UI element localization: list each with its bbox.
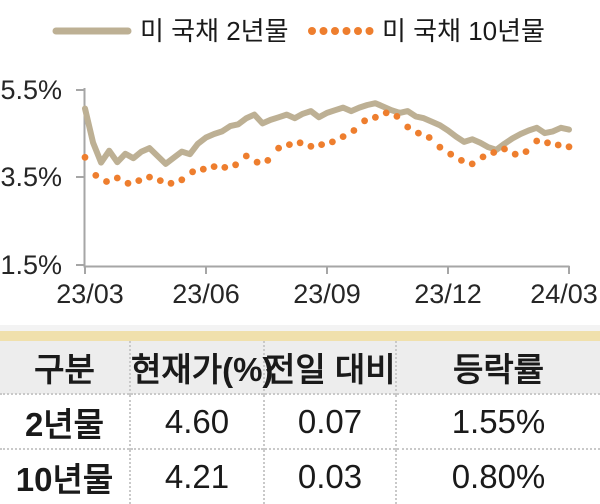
chart-axes: 5.5% 3.5% 1.5% 23/03 23/06 23/09 23/12 2… bbox=[0, 75, 597, 309]
legend-dot-10y bbox=[319, 27, 328, 35]
legend-dot-10y bbox=[342, 27, 351, 35]
x-tick-label: 23/06 bbox=[172, 279, 240, 309]
col-header-current-price: 현재가(%) bbox=[130, 341, 273, 394]
y-tick-label: 3.5% bbox=[0, 162, 62, 192]
cell-2y-daily-change: 0.07 bbox=[264, 394, 397, 449]
y-tick-label: 1.5% bbox=[0, 250, 62, 280]
legend-dots-10y-icon bbox=[308, 27, 374, 35]
plot-series bbox=[81, 100, 573, 187]
summary-table-section: 구분 현재가(%) 전일 대비 등락률 2년물 4.60 0.07 1.55% … bbox=[0, 325, 600, 504]
cell-10y-daily-change: 0.03 bbox=[264, 449, 397, 504]
cell-2y-change-rate: 1.55% bbox=[451, 402, 546, 440]
legend-label-2y: 미 국채 2년물 bbox=[140, 16, 289, 46]
legend-dot-10y bbox=[354, 27, 362, 35]
col-header-daily-change: 전일 대비 bbox=[264, 341, 397, 394]
table-row-2y: 2년물 4.60 0.07 1.55% bbox=[0, 394, 600, 449]
cell-2y-current-price: 4.60 bbox=[130, 394, 265, 449]
legend-dot-10y bbox=[308, 27, 316, 35]
legend-label-10y: 미 국채 10년물 bbox=[382, 16, 545, 46]
cell-10y-change-rate: 0.80% bbox=[451, 458, 546, 495]
x-tick-label: 23/09 bbox=[293, 279, 361, 309]
chart-legend: 미 국채 2년물 미 국채 10년물 bbox=[52, 16, 545, 46]
row-label-2y: 2년물 bbox=[0, 394, 131, 449]
x-tick-label: 24/03 bbox=[530, 279, 598, 309]
yield-chart: 미 국채 2년물 미 국채 10년물 bbox=[0, 16, 597, 309]
y-tick-label: 5.5% bbox=[0, 75, 62, 105]
cell-10y-current-price: 4.21 bbox=[130, 449, 265, 504]
table-top-gap bbox=[0, 325, 600, 331]
summary-table: 구분 현재가(%) 전일 대비 등락률 2년물 4.60 0.07 1.55% … bbox=[0, 341, 600, 504]
table-accent-bar bbox=[0, 331, 600, 341]
col-header-category: 구분 bbox=[0, 341, 131, 394]
table-row-10y: 10년물 4.21 0.03 0.80% bbox=[0, 449, 600, 504]
x-tick-label: 23/03 bbox=[56, 279, 124, 309]
table-header-row: 구분 현재가(%) 전일 대비 등락률 bbox=[0, 341, 600, 394]
legend-dot-10y bbox=[365, 27, 374, 35]
row-label-10y: 10년물 bbox=[0, 449, 131, 504]
x-tick-label: 23/12 bbox=[414, 279, 482, 309]
legend-dot-10y bbox=[331, 27, 339, 35]
col-header-change-rate: 등락률 bbox=[452, 351, 545, 388]
